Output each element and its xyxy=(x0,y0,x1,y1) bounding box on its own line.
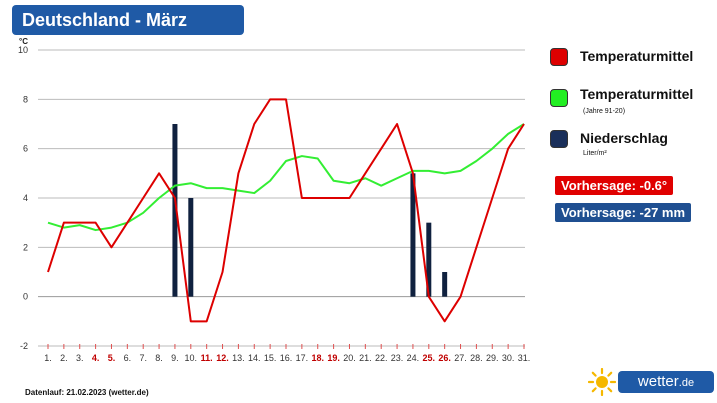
x-tick-label: 27. xyxy=(454,353,467,363)
legend-sub-temp-normal: (Jahre 91-20) xyxy=(583,108,626,115)
x-tick-label: 30. xyxy=(502,353,515,363)
y-tick-label: -2 xyxy=(20,341,28,351)
x-tick-label: 10. xyxy=(185,353,198,363)
x-tick-label: 11. xyxy=(201,353,213,363)
y-tick-label: 0 xyxy=(23,292,28,302)
sun-icon xyxy=(588,368,616,396)
x-tick-label: 31. xyxy=(518,353,531,363)
x-tick-label: 29. xyxy=(486,353,499,363)
x-tick-label: 9. xyxy=(171,353,179,363)
precip-bar xyxy=(410,173,416,297)
y-tick-label: 2 xyxy=(23,242,28,252)
legend-sub-precip: Liter/m² xyxy=(583,150,607,157)
x-tick-label: 23. xyxy=(391,353,404,363)
brand-wordmark: wetter.de xyxy=(618,371,714,393)
precip-bars xyxy=(172,124,448,297)
x-tick-label: 14. xyxy=(248,353,261,363)
y-tick-label: 8 xyxy=(23,94,28,104)
y-tick-label: 10 xyxy=(18,45,28,55)
x-tick-label: 18. xyxy=(311,353,324,363)
x-tick-label: 4. xyxy=(92,353,100,363)
x-tick-label: 3. xyxy=(76,353,84,363)
y-tick-label: 6 xyxy=(23,144,28,154)
precip-bar xyxy=(442,272,448,297)
x-tick-label: 22. xyxy=(375,353,388,363)
y-tick-label: 4 xyxy=(23,193,28,203)
precip-bar xyxy=(188,198,194,297)
precip-bar xyxy=(172,124,178,297)
legend-swatch-temp xyxy=(550,48,568,66)
x-tick-label: 19. xyxy=(327,353,340,363)
data-run-footer: Datenlauf: 21.02.2023 (wetter.de) xyxy=(25,388,149,397)
temp-line xyxy=(47,98,525,323)
x-tick-label: 21. xyxy=(359,353,372,363)
x-tick-label: 25. xyxy=(423,353,436,363)
x-tick-label: 28. xyxy=(470,353,483,363)
x-tick-label: 20. xyxy=(343,353,356,363)
x-tick-label: 1. xyxy=(44,353,52,363)
y-axis-label: °C xyxy=(19,37,28,46)
x-tick-label: 17. xyxy=(296,353,309,363)
x-tick-label: 16. xyxy=(280,353,293,363)
x-tick-label: 13. xyxy=(232,353,245,363)
x-tick-label: 2. xyxy=(60,353,68,363)
x-tick-label: 24. xyxy=(407,353,420,363)
x-tick-label: 7. xyxy=(139,353,147,363)
forecast-temp-badge: Vorhersage: -0.6° xyxy=(555,176,674,195)
legend-label-temp: Temperaturmittel xyxy=(580,48,694,64)
grid xyxy=(38,49,525,349)
x-tick-label: 8. xyxy=(155,353,163,363)
forecast-precip-badge: Vorhersage: -27 mm xyxy=(555,203,692,222)
x-tick-label: 5. xyxy=(108,353,116,363)
axis-labels: -2 0 2 4 6 8 10°C 1. 2. 3. 4. 5. 6. 7. 8. 9. 10. 11. 12. 13… xyxy=(18,37,530,363)
x-tick-label: 6. xyxy=(124,353,132,363)
legend-swatch-precip xyxy=(550,130,568,148)
precip-bar xyxy=(426,222,432,297)
series-lines xyxy=(47,98,525,323)
x-tick-label: 26. xyxy=(438,353,451,363)
legend-label-temp-normal: Temperaturmittel xyxy=(580,86,694,102)
temp-normal-line xyxy=(47,123,525,232)
legend-swatch-temp-normal xyxy=(550,89,568,107)
chart-title: Deutschland - März xyxy=(12,5,244,35)
legend-label-precip: Niederschlag xyxy=(580,130,668,146)
x-tick-label: 12. xyxy=(216,353,229,363)
x-tick-label: 15. xyxy=(264,353,277,363)
